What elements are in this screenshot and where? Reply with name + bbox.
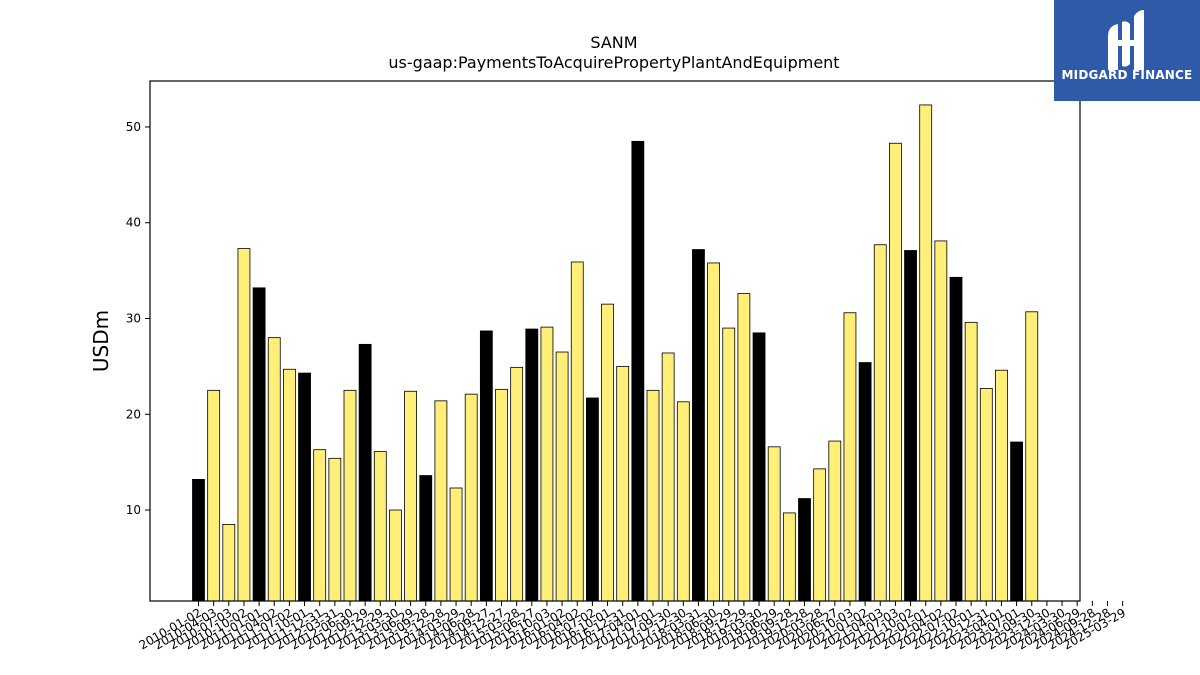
bar-2021-04-03	[873, 244, 887, 602]
bar-2018-06-30	[707, 262, 720, 602]
bar-2010-07-03	[222, 523, 236, 602]
bar-2011-01-01	[252, 287, 266, 602]
bar-2020-10-03	[843, 312, 857, 602]
bar-2012-12-29	[373, 451, 387, 602]
bar-2010-10-02	[237, 248, 251, 602]
bar-2010-01-02	[192, 478, 205, 602]
bar-2010-04-03	[207, 389, 221, 602]
bar-2015-06-27	[525, 328, 539, 602]
bar-2013-03-30	[389, 509, 402, 602]
bar-2022-07-02	[949, 276, 963, 602]
bar-2011-07-02	[282, 368, 296, 602]
chart-subtitle: us-gaap:PaymentsToAcquirePropertyPlantAn…	[388, 53, 839, 72]
bar-2012-06-30	[343, 389, 357, 602]
brand-logo: MIDGARD FINANCE	[1054, 0, 1200, 101]
y-axis-label: USDm	[89, 310, 113, 372]
bar-2023-09-30	[1025, 311, 1039, 602]
bars-layer	[192, 104, 1039, 602]
bar-2021-10-02	[904, 250, 917, 602]
bar-2018-12-29	[737, 293, 751, 602]
bar-2011-10-01	[298, 372, 311, 602]
bar-2013-09-28	[419, 475, 433, 602]
bar-2015-03-28	[510, 366, 524, 602]
bar-2012-03-31	[328, 457, 342, 602]
bar-2017-12-30	[676, 401, 690, 602]
bar-2023-04-01	[995, 369, 1008, 602]
bar-2013-06-29	[404, 390, 418, 602]
y-tick-label-40: 40	[126, 216, 141, 230]
bar-2011-04-02	[267, 337, 281, 602]
logo-text: MIDGARD FINANCE	[1061, 68, 1193, 82]
plot-frame	[149, 80, 1081, 602]
y-tick-label-30: 30	[126, 312, 141, 326]
bar-2014-06-28	[464, 393, 478, 602]
bar-2016-12-31	[616, 365, 630, 602]
bar-2017-09-30	[661, 352, 675, 602]
bar-2016-10-01	[601, 303, 614, 602]
y-axis: 10 20 30 40 50	[126, 120, 150, 517]
bar-2018-03-31	[692, 249, 705, 602]
bar-2013-12-28	[434, 400, 448, 602]
bar-2022-04-02	[934, 240, 948, 602]
bar-2014-12-27	[495, 388, 508, 602]
bar-2018-09-29	[722, 327, 736, 602]
y-tick-label-10: 10	[126, 503, 141, 517]
bar-2017-04-01	[631, 140, 645, 602]
bar-2019-03-30	[752, 332, 766, 602]
bar-2019-12-28	[798, 498, 811, 602]
bar-2012-09-29	[358, 343, 372, 602]
bar-2022-10-01	[964, 321, 978, 602]
bar-2019-09-28	[782, 512, 796, 602]
bar-2023-07-01	[1010, 441, 1023, 602]
bar-2014-03-29	[449, 487, 463, 602]
x-axis: 2010-01-022010-04-032010-07-032010-10-02…	[137, 601, 1128, 652]
bar-2017-07-01	[646, 389, 660, 602]
chart-title: SANM	[590, 33, 637, 52]
bar-2015-10-03	[540, 326, 554, 602]
bar-2014-09-27	[479, 330, 493, 602]
y-tick-label-50: 50	[126, 120, 141, 134]
bar-2011-12-31	[313, 449, 327, 602]
bar-2020-03-28	[813, 468, 827, 602]
bar-2022-12-31	[979, 387, 993, 602]
bar-2016-07-02	[586, 397, 599, 602]
y-tick-label-20: 20	[126, 407, 141, 421]
bar-2021-01-02	[858, 362, 872, 602]
bar-2020-06-27	[828, 440, 842, 602]
bar-2022-01-01	[919, 104, 933, 602]
bar-2021-07-03	[889, 142, 902, 602]
midgard-mark-icon	[1108, 10, 1144, 70]
bar-2016-04-02	[570, 261, 584, 602]
bar-2019-06-29	[767, 446, 781, 602]
bar-2016-01-02	[555, 351, 569, 602]
